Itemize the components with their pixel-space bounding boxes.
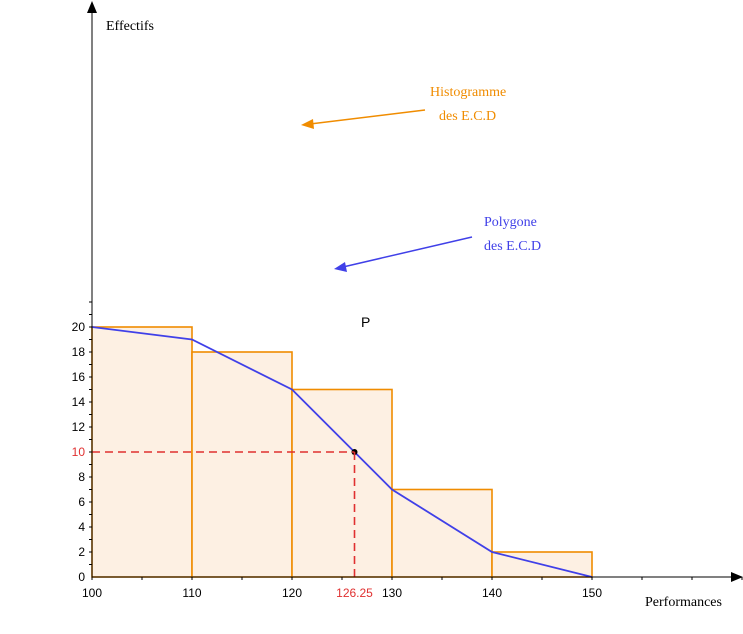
y-tick-label: 8 xyxy=(78,470,85,484)
x-tick-label: 140 xyxy=(482,586,502,600)
histogram-bar-2 xyxy=(291,388,393,578)
y-tick-label: 18 xyxy=(72,345,86,359)
polygon-annotation-line2: des E.C.D xyxy=(484,239,541,254)
histogram-annotation-line1: Histogramme xyxy=(430,85,506,100)
x-tick-label: 130 xyxy=(382,586,402,600)
x-tick-label: 120 xyxy=(282,586,302,600)
x-tick-label: 110 xyxy=(182,586,201,600)
histogram-arrow-head xyxy=(301,119,314,129)
x-tick-label: 100 xyxy=(82,586,102,600)
y-axis-arrowhead xyxy=(87,1,97,13)
y-ticks: 0 2 4 6 8 10 12 14 16 18 20 xyxy=(72,301,92,584)
y-tick-label: 12 xyxy=(72,420,86,434)
axes xyxy=(87,1,743,582)
y-tick-label: 2 xyxy=(78,545,85,559)
x-axis-arrowhead xyxy=(731,572,743,582)
polygon-arrow-line xyxy=(342,236,473,268)
y-tick-label: 14 xyxy=(72,395,86,409)
point-p-y-label: 10 xyxy=(72,445,86,459)
histogram-bar-3 xyxy=(391,488,493,578)
y-tick-label: 16 xyxy=(72,370,86,384)
y-tick-label: 20 xyxy=(72,320,86,334)
histogram-annotation-line2: des E.C.D xyxy=(439,109,496,124)
x-ticks: 100 110 120 130 140 150 126.25 xyxy=(82,577,743,600)
histogram-bar-1 xyxy=(191,351,293,578)
polygon-arrow-head xyxy=(334,262,347,272)
x-tick-label: 150 xyxy=(582,586,602,600)
polygon-annotation-line1: Polygone xyxy=(484,215,537,230)
point-p-x-label: 126.25 xyxy=(336,586,373,600)
histogram-bars xyxy=(91,326,593,578)
annotations xyxy=(301,109,473,272)
point-p-guides xyxy=(92,451,356,577)
y-axis-label: Effectifs xyxy=(106,19,154,34)
point-p-label: P xyxy=(361,314,370,330)
y-tick-label: 0 xyxy=(78,570,85,584)
ecd-polygon-line xyxy=(91,326,593,578)
y-tick-label: 4 xyxy=(78,520,85,534)
histogram-arrow-line xyxy=(309,109,426,125)
y-tick-label: 6 xyxy=(78,495,85,509)
x-axis-label: Performances xyxy=(645,595,722,610)
